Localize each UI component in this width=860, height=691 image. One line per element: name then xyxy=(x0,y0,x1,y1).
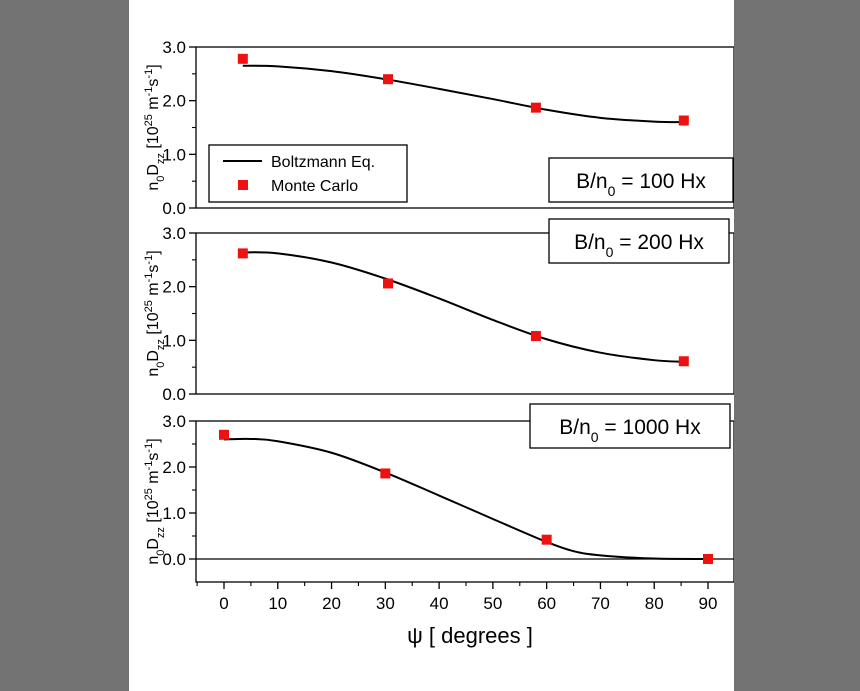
y-axis-label: n0Dzz [1025 m-1s-1] xyxy=(143,438,167,564)
monte-carlo-point xyxy=(530,331,541,342)
monte-carlo-point xyxy=(237,248,248,259)
x-axis: 0 10 20 30 40 50 60 70 80 90 ψ [ degrees ] xyxy=(196,582,718,648)
annotation-text: B/n0 = 100 Hx xyxy=(576,170,706,199)
x-axis-label: ψ [ degrees ] xyxy=(407,623,533,648)
y-tick-label: 0.0 xyxy=(162,550,186,569)
monte-carlo-point xyxy=(678,115,689,126)
legend-marker-swatch xyxy=(238,180,248,190)
monte-carlo-point xyxy=(383,74,394,85)
panel-frame xyxy=(195,420,734,583)
legend-box xyxy=(208,144,408,203)
x-tick-label: 50 xyxy=(483,594,502,613)
x-tick-label: 20 xyxy=(322,594,341,613)
legend-label-montecarlo: Monte Carlo xyxy=(271,178,358,195)
legend: Boltzmann Eq. Monte Carlo xyxy=(208,144,408,203)
legend-label-boltzmann: Boltzmann Eq. xyxy=(271,154,375,171)
x-tick-label: 70 xyxy=(591,594,610,613)
x-tick-label: 90 xyxy=(699,594,718,613)
panel-3: 0.0 1.0 2.0 3.0 n0Dzz [1025 m-1s-1] B/n0 = 10… xyxy=(143,403,734,583)
boltzmann-curve xyxy=(242,64,684,124)
chart: 0.0 1.0 2.0 3.0 n0Dzz [1025 m-1s-1] B/n0 = 10… xyxy=(143,38,734,648)
panel-2: 0.0 1.0 2.0 3.0 n0Dzz [1025 m-1s-1] B/n0 = 20… xyxy=(143,218,734,404)
y-tick-label: 2.0 xyxy=(162,278,186,297)
x-tick-label: 10 xyxy=(268,594,287,613)
x-tick-label: 80 xyxy=(645,594,664,613)
monte-carlo-point xyxy=(678,356,689,367)
y-tick-label: 1.0 xyxy=(162,504,186,523)
annotation-box xyxy=(529,403,731,449)
x-tick-label: 0 xyxy=(219,594,228,613)
y-axis-label: n0Dzz [1025 m-1s-1] xyxy=(143,250,167,376)
boltzmann-curve xyxy=(223,437,709,560)
panel-1: 0.0 1.0 2.0 3.0 n0Dzz [1025 m-1s-1] B/n0 = 10… xyxy=(143,38,734,218)
monte-carlo-point xyxy=(541,534,552,545)
annotation-box xyxy=(548,218,730,264)
x-tick-label: 30 xyxy=(376,594,395,613)
monte-carlo-point xyxy=(530,102,541,113)
y-tick-label: 3.0 xyxy=(162,224,186,243)
y-tick-label: 3.0 xyxy=(162,412,186,431)
y-tick-label: 2.0 xyxy=(162,92,186,111)
x-tick-label: 60 xyxy=(537,594,556,613)
y-tick-label: 0.0 xyxy=(162,199,186,218)
annotation-text: B/n0 = 1000 Hx xyxy=(559,416,701,445)
monte-carlo-point xyxy=(380,468,391,479)
figure: 0.0 1.0 2.0 3.0 n0Dzz [1025 m-1s-1] B/n0 = 10… xyxy=(129,0,734,691)
x-tick-label: 40 xyxy=(430,594,449,613)
annotation-text: B/n0 = 200 Hx xyxy=(574,231,704,260)
monte-carlo-point xyxy=(703,554,713,564)
y-tick-label: 0.0 xyxy=(162,385,186,404)
monte-carlo-point xyxy=(219,429,229,440)
y-tick-label: 1.0 xyxy=(162,331,186,350)
monte-carlo-point xyxy=(237,53,248,64)
y-axis-label: n0Dzz [1025 m-1s-1] xyxy=(143,64,167,190)
boltzmann-curve xyxy=(242,251,684,363)
y-tick-label: 3.0 xyxy=(162,38,186,57)
y-tick-label: 1.0 xyxy=(162,145,186,164)
monte-carlo-point xyxy=(383,278,394,289)
annotation-box xyxy=(548,157,734,203)
y-tick-label: 2.0 xyxy=(162,458,186,477)
